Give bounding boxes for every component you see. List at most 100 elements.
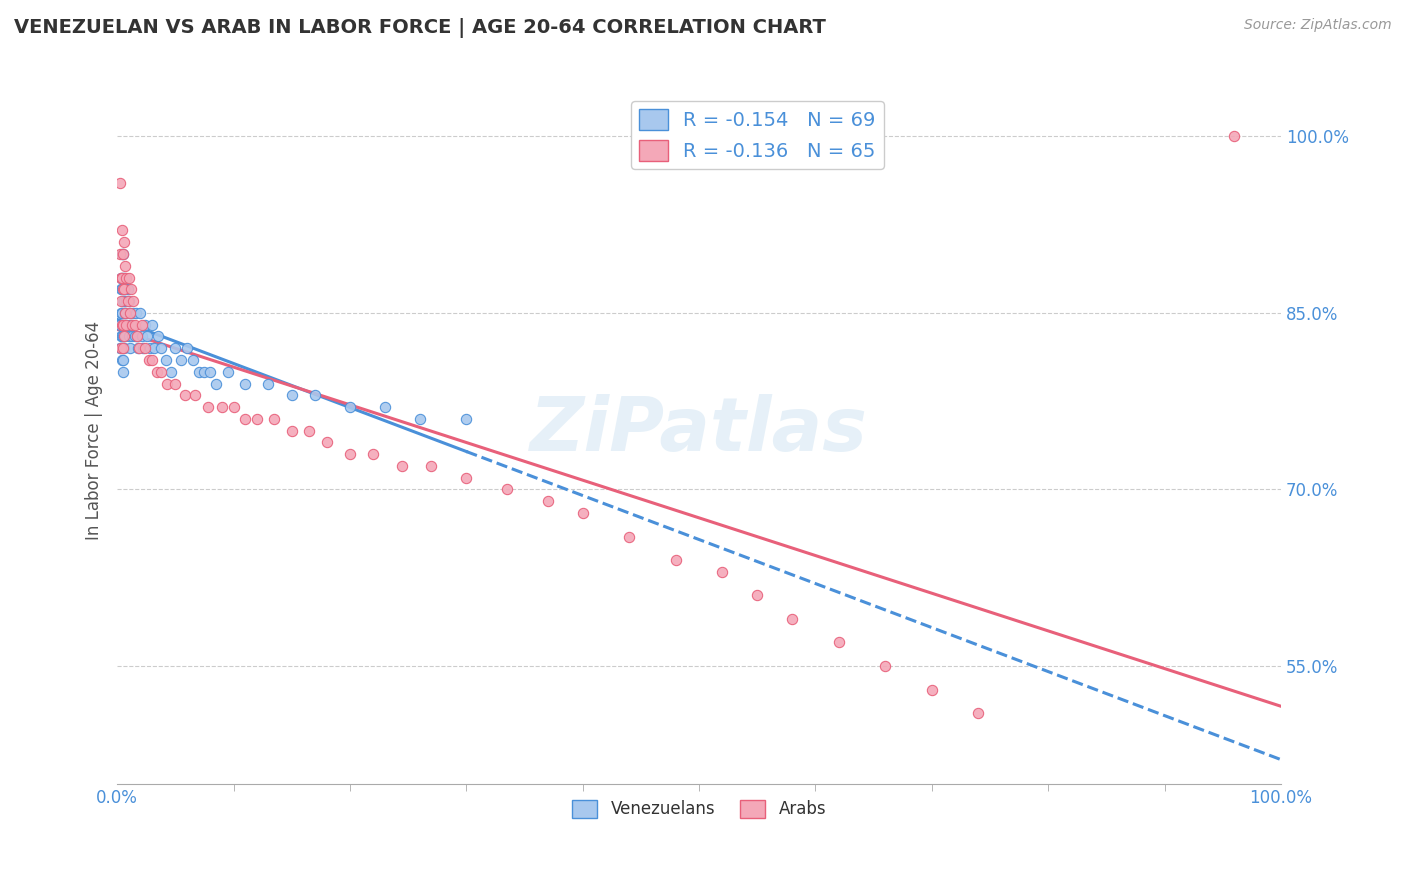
- Point: [112, 294, 135, 309]
- Text: ZiPatlas: ZiPatlas: [530, 394, 868, 467]
- Point: [112, 270, 135, 285]
- Point: [1223, 129, 1246, 144]
- Point: [129, 306, 152, 320]
- Point: [111, 294, 134, 309]
- Point: [136, 329, 159, 343]
- Point: [122, 294, 145, 309]
- Point: [111, 341, 134, 355]
- Point: [114, 306, 136, 320]
- Point: [118, 306, 141, 320]
- Text: Source: ZipAtlas.com: Source: ZipAtlas.com: [1244, 18, 1392, 32]
- Point: [112, 329, 135, 343]
- Point: [409, 412, 432, 426]
- Point: [339, 400, 361, 414]
- Point: [111, 247, 134, 261]
- Point: [145, 365, 167, 379]
- Point: [139, 341, 162, 355]
- Text: VENEZUELAN VS ARAB IN LABOR FORCE | AGE 20-64 CORRELATION CHART: VENEZUELAN VS ARAB IN LABOR FORCE | AGE …: [14, 18, 825, 37]
- Point: [120, 282, 142, 296]
- Point: [111, 353, 134, 368]
- Point: [298, 424, 321, 438]
- Point: [112, 341, 135, 355]
- Point: [118, 306, 141, 320]
- Point: [121, 329, 143, 343]
- Point: [339, 447, 361, 461]
- Point: [263, 412, 285, 426]
- Point: [246, 412, 269, 426]
- Point: [875, 659, 897, 673]
- Point: [120, 318, 142, 332]
- Point: [115, 318, 138, 332]
- Point: [315, 435, 337, 450]
- Point: [921, 682, 943, 697]
- Point: [114, 282, 136, 296]
- Point: [131, 329, 153, 343]
- Point: [124, 329, 146, 343]
- Point: [114, 329, 136, 343]
- Point: [114, 259, 136, 273]
- Point: [112, 318, 135, 332]
- Point: [111, 318, 134, 332]
- Point: [205, 376, 228, 391]
- Point: [155, 353, 177, 368]
- Point: [111, 365, 134, 379]
- Point: [132, 341, 155, 355]
- Point: [967, 706, 990, 720]
- Point: [110, 270, 132, 285]
- Point: [165, 341, 187, 355]
- Point: [131, 318, 153, 332]
- Point: [150, 341, 173, 355]
- Point: [134, 341, 156, 355]
- Point: [110, 294, 132, 309]
- Point: [159, 365, 181, 379]
- Point: [197, 400, 219, 414]
- Point: [200, 365, 222, 379]
- Point: [111, 329, 134, 343]
- Point: [118, 270, 141, 285]
- Point: [211, 400, 233, 414]
- Point: [187, 365, 209, 379]
- Point: [121, 318, 143, 332]
- Point: [233, 412, 256, 426]
- Y-axis label: In Labor Force | Age 20-64: In Labor Force | Age 20-64: [86, 321, 103, 541]
- Point: [114, 306, 136, 320]
- Point: [110, 306, 132, 320]
- Point: [456, 412, 478, 426]
- Point: [150, 365, 173, 379]
- Point: [184, 388, 207, 402]
- Point: [118, 294, 141, 309]
- Point: [111, 282, 134, 296]
- Point: [111, 270, 134, 285]
- Point: [165, 376, 187, 391]
- Point: [146, 329, 169, 343]
- Point: [141, 318, 163, 332]
- Point: [828, 635, 851, 649]
- Point: [118, 341, 141, 355]
- Point: [112, 282, 135, 296]
- Point: [537, 494, 560, 508]
- Point: [111, 306, 134, 320]
- Point: [176, 341, 198, 355]
- Point: [124, 318, 146, 332]
- Point: [571, 506, 593, 520]
- Point: [134, 318, 156, 332]
- Point: [420, 458, 443, 473]
- Point: [456, 471, 478, 485]
- Point: [117, 282, 139, 296]
- Point: [111, 353, 134, 368]
- Point: [304, 388, 326, 402]
- Point: [108, 318, 131, 332]
- Point: [117, 318, 139, 332]
- Point: [111, 223, 134, 237]
- Point: [111, 282, 134, 296]
- Point: [391, 458, 413, 473]
- Point: [111, 247, 134, 261]
- Point: [281, 424, 304, 438]
- Point: [173, 388, 195, 402]
- Point: [108, 177, 131, 191]
- Point: [361, 447, 384, 461]
- Point: [222, 400, 245, 414]
- Point: [233, 376, 256, 391]
- Point: [141, 353, 163, 368]
- Point: [128, 341, 150, 355]
